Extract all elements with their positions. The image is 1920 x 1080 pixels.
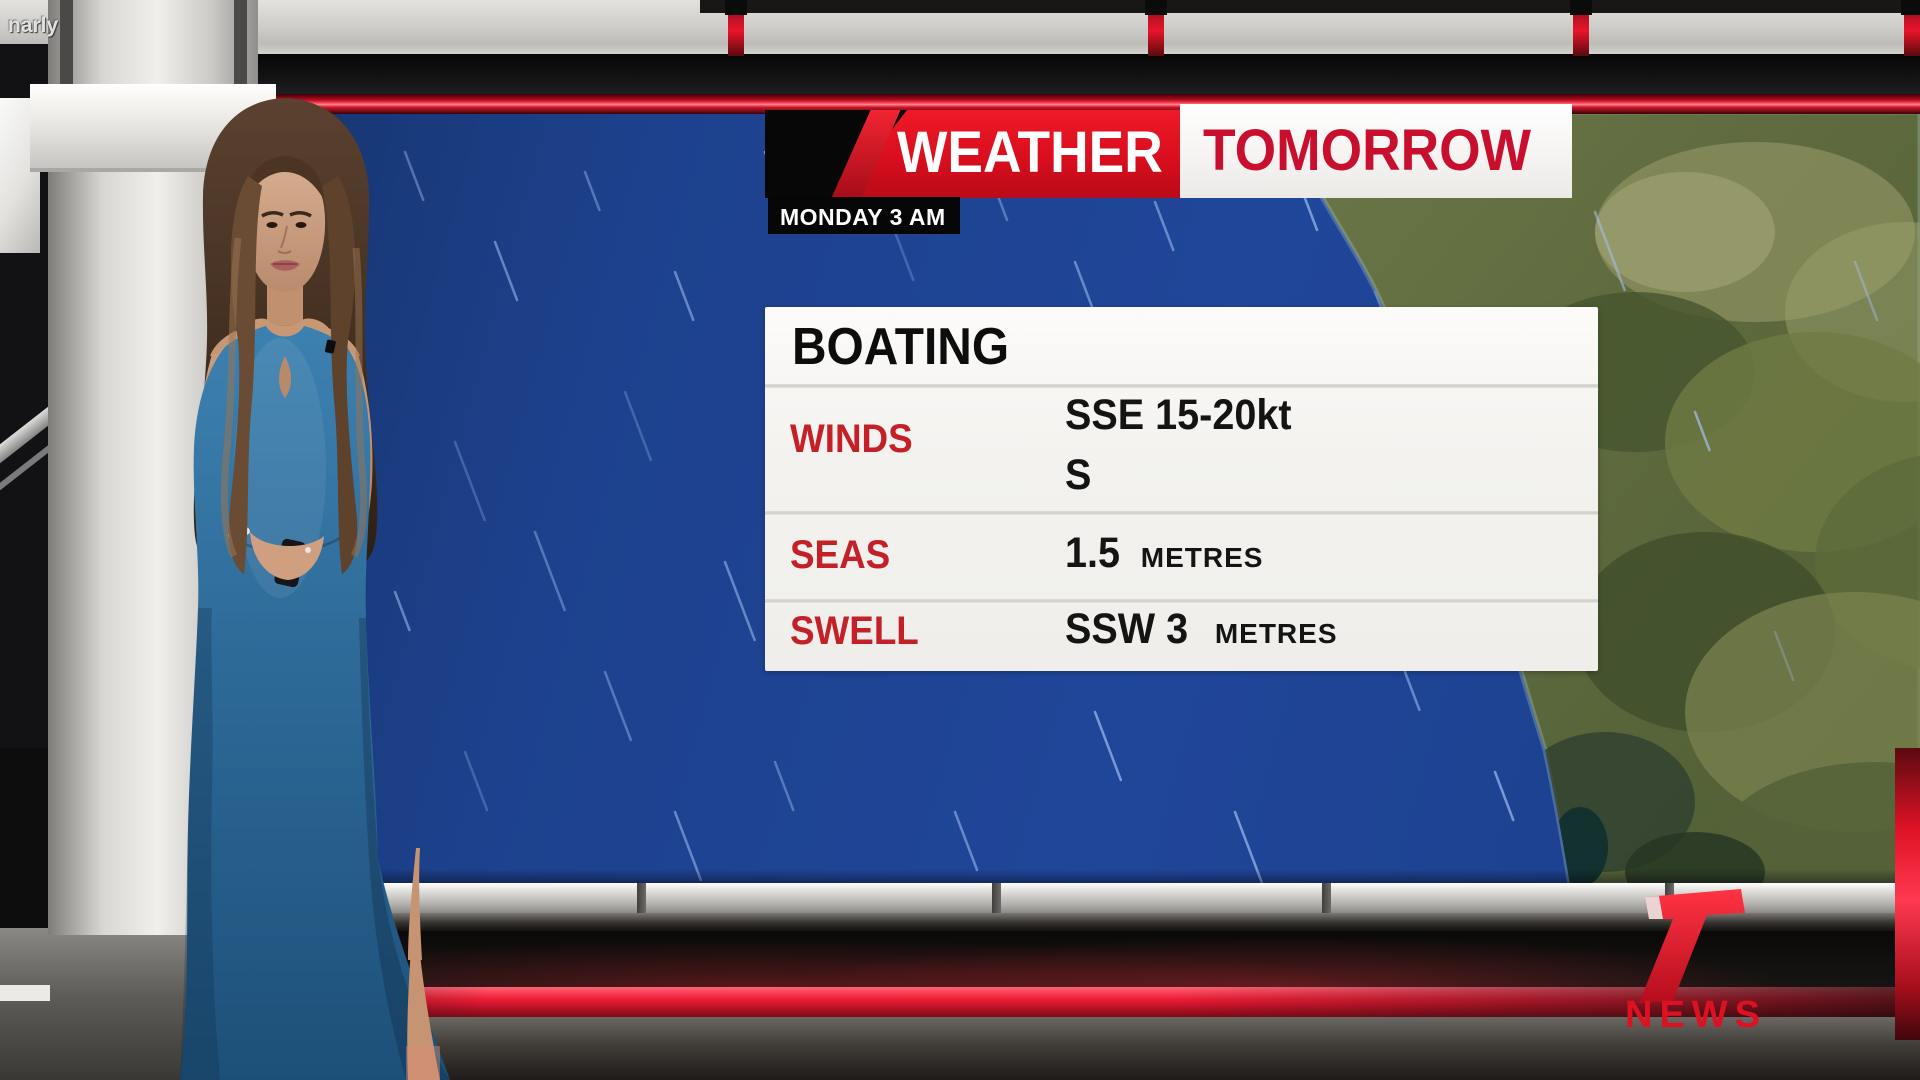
light-cap (1570, 0, 1592, 15)
floor-white-line (0, 985, 50, 1001)
winds-value-line2: S (1065, 451, 1092, 499)
dress-keyhole (278, 356, 292, 398)
pillar-groove (234, 0, 247, 84)
presenter-ring (305, 547, 311, 553)
row-divider (765, 599, 1598, 604)
swell-value-group: SSW 3 METRES (1065, 605, 1338, 654)
seas-label: SEAS (790, 533, 891, 577)
watermark-text: narly (8, 14, 59, 37)
weather-tomorrow-banner: WEATHER TOMORROW MONDAY 3 AM (765, 104, 1577, 234)
banner-time-bar: MONDAY 3 AM (768, 197, 960, 234)
winds-value: SSE 15-20kt (1065, 391, 1292, 439)
presenter-hands (250, 532, 324, 580)
seven-7-glyph (1639, 889, 1745, 1003)
pillar-groove (60, 0, 73, 84)
banner-title: WEATHER (897, 120, 1163, 185)
ceiling-red-light (725, 0, 747, 56)
studio-ledge (255, 883, 1920, 913)
presenter-face (244, 166, 326, 292)
dress-slit-skin (408, 848, 422, 960)
seas-value-group: 1.5 METRES (1065, 529, 1263, 578)
ledge-notch (637, 883, 646, 913)
row-divider (765, 384, 1598, 389)
lapel-mic-icon (325, 339, 336, 354)
floor-reflection-band (255, 931, 1920, 987)
seas-unit: METRES (1140, 542, 1264, 573)
panel-title: BOATING (792, 318, 1010, 376)
light-cap (725, 0, 747, 15)
seas-value: 1.5 (1065, 529, 1120, 577)
swell-label: SWELL (790, 609, 919, 653)
weather-map-screen (255, 112, 1920, 885)
ledge-shadow (255, 913, 1920, 931)
swell-value: SSW 3 (1065, 605, 1189, 653)
row-divider (765, 511, 1598, 516)
screen-top-bezel (255, 54, 1920, 96)
screen-bottom-shade (255, 869, 1920, 885)
floor-red-stripe (255, 987, 1920, 1017)
light-cap (1901, 0, 1920, 15)
ledge-notch (992, 883, 1001, 913)
winds-label: WINDS (790, 417, 913, 461)
banner-subtitle: TOMORROW (1203, 118, 1532, 183)
presenter-lips (270, 260, 300, 271)
light-cap (1145, 0, 1167, 15)
ledge-notch (1322, 883, 1331, 913)
seven-news-text: NEWS (1625, 994, 1767, 1036)
boating-forecast-panel: BOATING WINDS SSE 15-20kt S SEAS 1.5 METR… (765, 307, 1598, 671)
right-red-light-strip (1895, 748, 1920, 1040)
ceiling-dark-strip (700, 0, 1920, 13)
banner-timestamp: MONDAY 3 AM (780, 204, 946, 230)
ceiling-red-light (1145, 0, 1167, 56)
banner-white-box (1180, 104, 1572, 198)
studio-floor (255, 1017, 1920, 1080)
swell-unit: METRES (1214, 618, 1338, 649)
seven-network-logo: NEWS (1615, 855, 1805, 1040)
weather-presenter (150, 88, 510, 1080)
ceiling-red-light (1901, 0, 1920, 56)
ceiling-red-light (1570, 0, 1592, 56)
